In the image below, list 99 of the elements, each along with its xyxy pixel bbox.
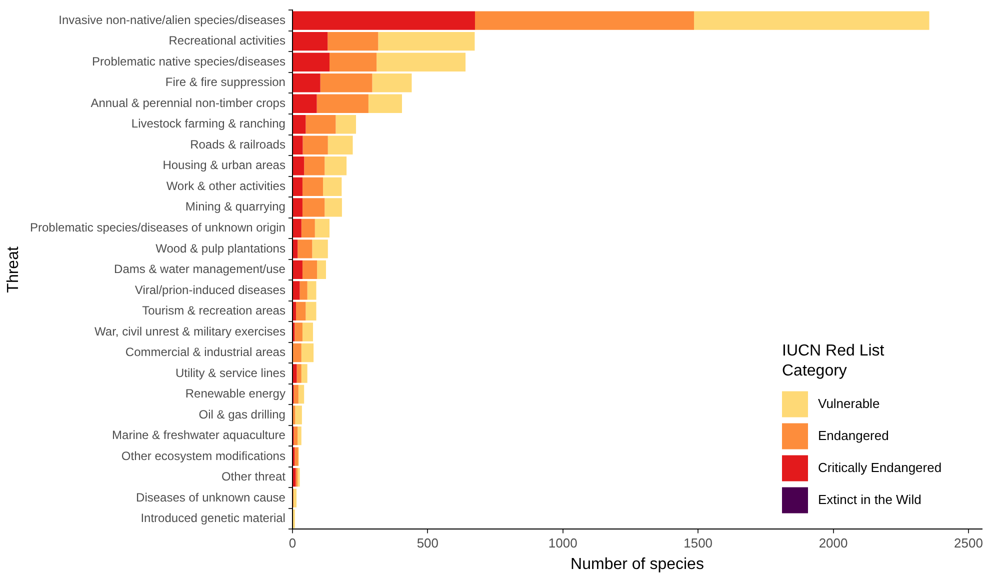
bar bbox=[306, 302, 316, 321]
bar bbox=[292, 406, 296, 424]
bar bbox=[292, 136, 303, 154]
bar bbox=[292, 32, 328, 51]
y-tick-label: Problematic species/diseases of unknown origin bbox=[30, 220, 286, 234]
bar bbox=[328, 32, 378, 51]
y-axis-title: Threat bbox=[5, 246, 22, 293]
y-tick-label: Introduced genetic material bbox=[140, 511, 286, 526]
bar bbox=[292, 218, 302, 238]
y-tick-label: Commercial & industrial areas bbox=[125, 345, 286, 360]
bar bbox=[295, 406, 302, 424]
bar bbox=[324, 198, 342, 217]
y-tick-label: Wood & pulp plantations bbox=[156, 241, 286, 256]
y-tick-label: Diseases of unknown cause bbox=[136, 490, 286, 504]
bar bbox=[306, 115, 336, 134]
bar bbox=[292, 74, 320, 92]
y-tick-label: Recreational activities bbox=[168, 34, 286, 48]
bar bbox=[474, 11, 694, 30]
y-tick-label: Work & other activities bbox=[166, 178, 286, 193]
bar bbox=[292, 364, 297, 383]
y-tick-label: Problematic native species/diseases bbox=[92, 54, 286, 68]
y-tick-label: Other threat bbox=[221, 470, 286, 484]
bar bbox=[292, 94, 317, 113]
bar bbox=[372, 74, 412, 92]
y-tick-label: Marine & freshwater aquaculture bbox=[112, 428, 286, 442]
bar bbox=[302, 177, 324, 196]
bar bbox=[320, 74, 372, 92]
bar bbox=[292, 52, 330, 72]
bar bbox=[317, 260, 326, 280]
bar bbox=[294, 426, 298, 446]
legend-label: Extinct in the Wild bbox=[818, 492, 922, 507]
bar bbox=[292, 260, 302, 280]
bar bbox=[292, 240, 298, 258]
bar bbox=[323, 177, 342, 196]
y-tick-label: Livestock farming & ranching bbox=[131, 116, 286, 131]
x-tick-label: 2000 bbox=[818, 536, 848, 551]
x-tick-label: 2500 bbox=[954, 536, 983, 551]
bar bbox=[292, 343, 302, 362]
bar bbox=[328, 136, 353, 154]
y-tick-label: War, civil unrest & military exercises bbox=[94, 324, 286, 338]
legend-label: Critically Endangered bbox=[818, 460, 942, 475]
legend-label: Vulnerable bbox=[818, 396, 880, 411]
bar bbox=[294, 322, 302, 342]
bar bbox=[292, 198, 302, 217]
bar bbox=[324, 156, 347, 176]
y-tick-label: Renewable energy bbox=[185, 386, 286, 401]
y-tick-label: Mining & quarrying bbox=[185, 200, 286, 214]
bar bbox=[296, 302, 306, 321]
bar bbox=[298, 384, 304, 404]
bar bbox=[294, 447, 298, 466]
bar bbox=[292, 468, 296, 487]
bar bbox=[296, 364, 302, 383]
bar bbox=[314, 218, 330, 238]
y-tick-label: Annual & perennial non-timber crops bbox=[90, 96, 286, 110]
bar bbox=[694, 11, 930, 30]
bar bbox=[302, 260, 318, 280]
bar bbox=[301, 218, 315, 238]
y-tick-label: Utility & service lines bbox=[175, 366, 286, 380]
bar bbox=[294, 384, 298, 404]
legend-title: IUCN Red List Category bbox=[782, 342, 885, 380]
x-tick-label: 1500 bbox=[684, 536, 713, 551]
y-tick-label: Housing & urban areas bbox=[162, 158, 286, 172]
bar bbox=[307, 281, 316, 300]
x-axis-title: Number of species bbox=[570, 556, 704, 573]
y-tick-label: Tourism & recreation areas bbox=[142, 304, 286, 318]
bar bbox=[312, 240, 328, 258]
bar bbox=[304, 156, 325, 176]
y-tick-label: Fire & fire suppression bbox=[165, 75, 286, 90]
y-tick-label: Roads & railroads bbox=[190, 137, 286, 152]
y-tick-label: Viral/prion-induced diseases bbox=[134, 282, 286, 297]
legend-label: Endangered bbox=[818, 428, 889, 443]
bar bbox=[292, 177, 302, 196]
bar bbox=[292, 11, 475, 30]
bar bbox=[292, 156, 304, 176]
bar bbox=[368, 94, 402, 113]
bar bbox=[301, 364, 308, 383]
x-tick-label: 500 bbox=[416, 536, 439, 551]
bar bbox=[298, 240, 312, 258]
y-tick-label: Dams & water management/use bbox=[114, 262, 286, 276]
bar bbox=[300, 281, 308, 300]
bar bbox=[298, 426, 302, 446]
bar bbox=[376, 52, 466, 72]
x-tick-label: 1000 bbox=[548, 536, 578, 551]
y-tick-label: Invasive non-native/alien species/diseases bbox=[58, 12, 286, 27]
bar bbox=[330, 52, 377, 72]
x-tick-label: 0 bbox=[288, 536, 296, 551]
bar bbox=[302, 136, 328, 154]
bar bbox=[378, 32, 475, 51]
y-tick-label: Other ecosystem modifications bbox=[121, 448, 286, 463]
bar bbox=[292, 115, 306, 134]
bar bbox=[302, 322, 314, 342]
bar bbox=[316, 94, 368, 113]
bar bbox=[292, 281, 300, 300]
bar bbox=[294, 488, 297, 508]
y-tick-label: Oil & gas drilling bbox=[198, 407, 286, 422]
bar bbox=[302, 198, 325, 217]
bar bbox=[292, 302, 296, 321]
bar bbox=[336, 115, 356, 134]
bar bbox=[301, 343, 314, 362]
